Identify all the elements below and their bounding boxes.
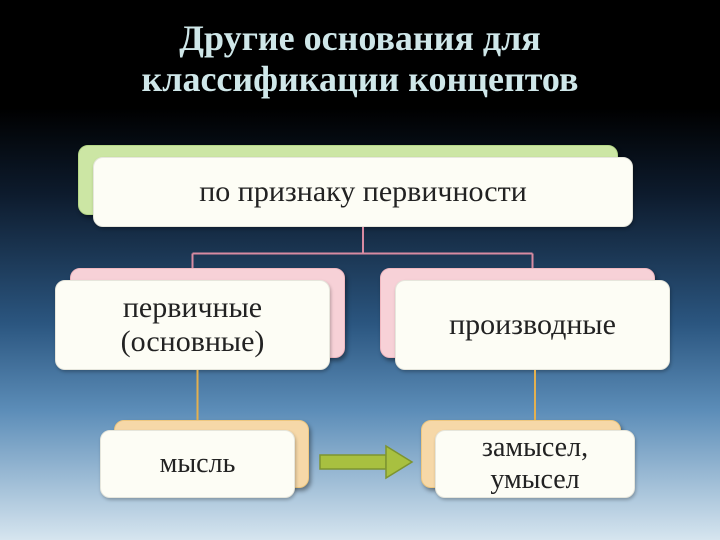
arrow-l3-0-to-l3-1 (0, 0, 720, 540)
